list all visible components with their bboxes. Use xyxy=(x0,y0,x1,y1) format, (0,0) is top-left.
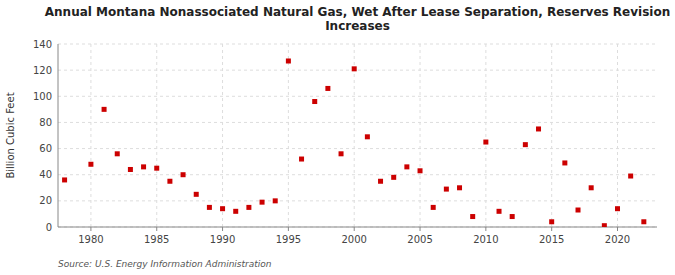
grid-line-x xyxy=(90,44,91,227)
grid-line-x xyxy=(156,44,157,227)
grid-line-x xyxy=(420,44,421,227)
grid-line-y xyxy=(58,148,657,149)
point xyxy=(286,58,291,63)
y-tick-label: 40 xyxy=(39,169,52,180)
point xyxy=(641,219,646,224)
point xyxy=(260,200,265,205)
point xyxy=(233,209,238,214)
point xyxy=(628,174,633,179)
x-tick-label: 1980 xyxy=(78,234,103,245)
x-tick xyxy=(156,227,157,231)
y-tick-label: 80 xyxy=(39,117,52,128)
y-tick-label: 120 xyxy=(33,65,52,76)
x-tick-label: 2005 xyxy=(407,234,432,245)
x-tick xyxy=(485,227,486,231)
point xyxy=(589,185,594,190)
grid-line-x xyxy=(222,44,223,227)
chart: Annual Montana Nonassociated Natural Gas… xyxy=(0,0,675,275)
grid-line-x xyxy=(485,44,486,227)
point xyxy=(562,160,567,165)
point xyxy=(167,179,172,184)
points xyxy=(62,58,646,227)
point xyxy=(312,99,317,104)
grid-line-x xyxy=(551,44,552,227)
point xyxy=(418,168,423,173)
x-tick xyxy=(420,227,421,231)
x-tick-label: 2015 xyxy=(539,234,564,245)
title-line: Increases xyxy=(325,19,390,33)
x-tick xyxy=(551,227,552,231)
y-tick-label: 100 xyxy=(33,91,52,102)
y-tick-label: 140 xyxy=(33,39,52,50)
grid-line-x xyxy=(288,44,289,227)
title-line: Annual Montana Nonassociated Natural Gas… xyxy=(45,5,670,19)
point xyxy=(325,86,330,91)
x-tick-label: 2020 xyxy=(605,234,630,245)
point xyxy=(273,198,278,203)
x-tick xyxy=(222,227,223,231)
point xyxy=(181,172,186,177)
point xyxy=(615,206,620,211)
point xyxy=(523,142,528,147)
grid-line-y xyxy=(58,200,657,201)
point xyxy=(444,187,449,192)
point xyxy=(391,175,396,180)
point xyxy=(141,164,146,169)
point xyxy=(339,151,344,156)
point xyxy=(154,166,159,171)
y-tick-label: 60 xyxy=(39,143,52,154)
point xyxy=(431,205,436,210)
point xyxy=(365,134,370,139)
grid-line-y xyxy=(58,122,657,123)
point xyxy=(378,179,383,184)
point xyxy=(194,192,199,197)
source-note: Source: U.S. Energy Information Administ… xyxy=(58,259,272,269)
point xyxy=(62,177,67,182)
page: {"chart_data": {"type": "scatter", "titl… xyxy=(0,0,675,275)
grid-line-x xyxy=(617,44,618,227)
point xyxy=(470,214,475,219)
x-tick-label: 1995 xyxy=(276,234,301,245)
point xyxy=(549,219,554,224)
grid-line-y xyxy=(58,44,657,45)
point xyxy=(207,205,212,210)
point xyxy=(497,209,502,214)
point xyxy=(220,206,225,211)
x-tick-label: 1985 xyxy=(144,234,169,245)
x-tick xyxy=(617,227,618,231)
point xyxy=(102,107,107,112)
point xyxy=(246,205,251,210)
point xyxy=(128,167,133,172)
x-tick xyxy=(354,227,355,231)
y-tick-label: 0 xyxy=(46,222,52,233)
grid-line-y xyxy=(58,174,657,175)
x-tick xyxy=(90,227,91,231)
y-tick-label: 20 xyxy=(39,195,52,206)
point xyxy=(510,214,515,219)
x-axis-line xyxy=(58,227,657,228)
axes: 0 20 40 60 80 100 120 140 1980 1985 1990 1995 2000 20… xyxy=(33,39,657,246)
point xyxy=(536,126,541,131)
x-tick-label: 1990 xyxy=(210,234,235,245)
title: Annual Montana Nonassociated Natural Gas… xyxy=(45,5,670,33)
grid xyxy=(58,44,657,227)
grid-line-y xyxy=(58,227,657,228)
point xyxy=(483,140,488,145)
x-tick-label: 2010 xyxy=(473,234,498,245)
point xyxy=(404,164,409,169)
grid-line-y xyxy=(58,70,657,71)
point xyxy=(602,223,607,227)
x-tick-label: 2000 xyxy=(341,234,366,245)
y-axis-label: Billion Cubic Feet xyxy=(5,92,16,178)
y-axis-line xyxy=(58,44,59,227)
grid-line-x xyxy=(354,44,355,227)
point xyxy=(299,157,304,162)
point xyxy=(115,151,120,156)
point xyxy=(457,185,462,190)
point xyxy=(576,208,581,213)
x-tick xyxy=(288,227,289,231)
grid-line-y xyxy=(58,96,657,97)
point xyxy=(88,162,93,167)
point xyxy=(352,66,357,71)
